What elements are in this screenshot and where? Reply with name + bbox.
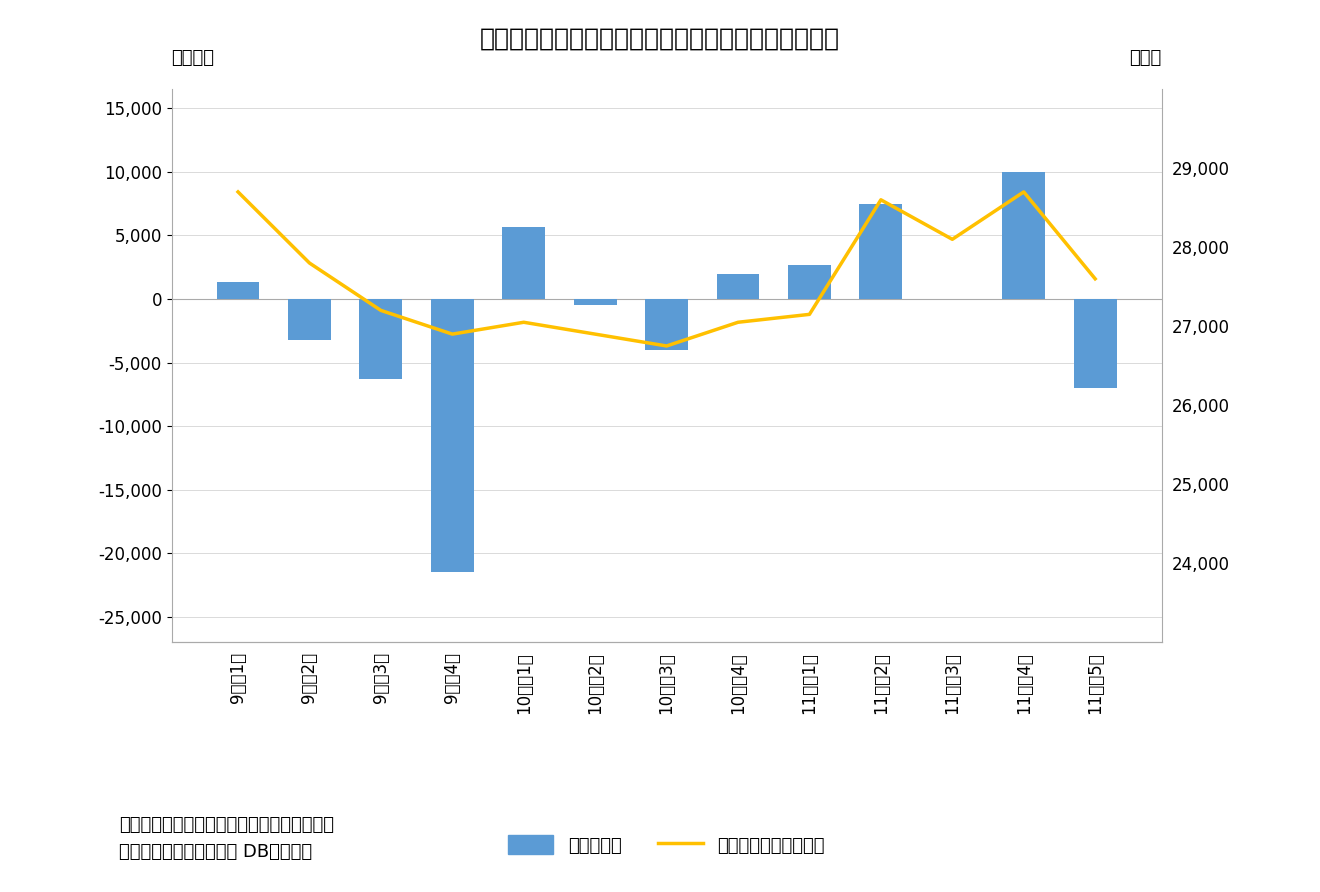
Text: （円）: （円）: [1130, 49, 1162, 67]
Bar: [574, 299, 616, 305]
Text: （億円）: （億円）: [172, 49, 215, 67]
Bar: [717, 274, 759, 299]
Bar: [216, 283, 260, 299]
Legend: 海外投資家, 日経平均株価（右軸）: 海外投資家, 日経平均株価（右軸）: [502, 829, 832, 862]
Bar: [859, 203, 903, 299]
Text: （注）海外投資家の現物と先物の合計、週次: （注）海外投資家の現物と先物の合計、週次: [119, 816, 334, 834]
Bar: [503, 227, 545, 299]
Bar: [430, 299, 474, 573]
Bar: [1073, 299, 1117, 388]
Text: 図表２　海外投資家は第２週、第４週に大幅買い越し: 図表２ 海外投資家は第２週、第４週に大幅買い越し: [480, 27, 840, 51]
Bar: [645, 299, 688, 350]
Bar: [1002, 172, 1045, 299]
Bar: [288, 299, 331, 340]
Text: （資料）ニッセイ基礎研 DBから作成: （資料）ニッセイ基礎研 DBから作成: [119, 843, 312, 861]
Bar: [359, 299, 403, 379]
Bar: [788, 265, 830, 299]
